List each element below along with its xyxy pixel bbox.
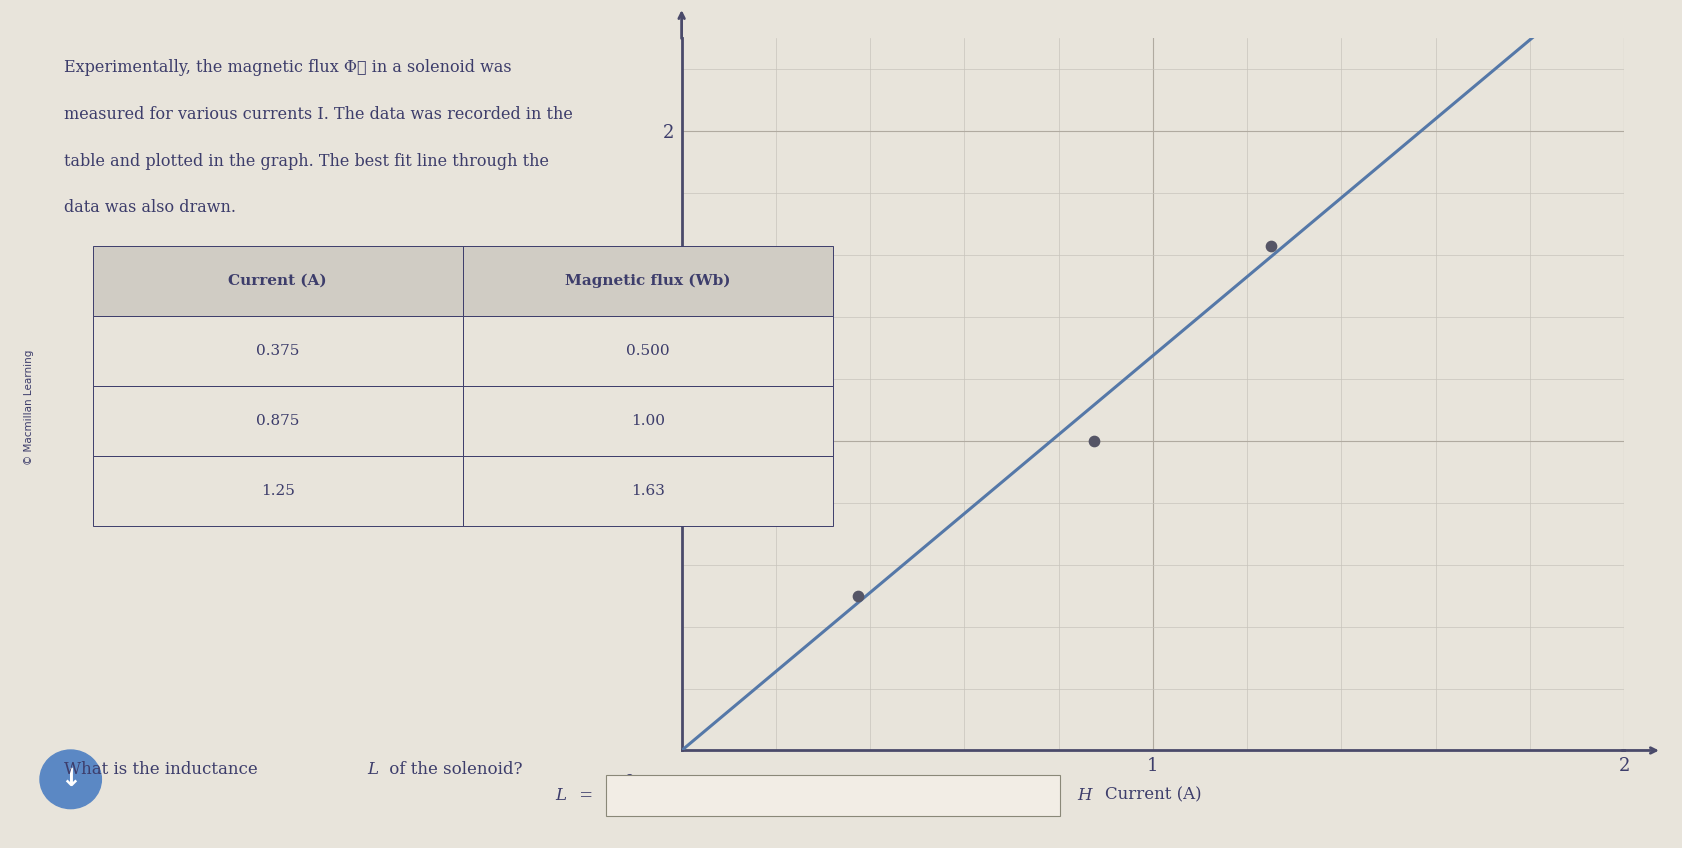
Text: 1.00: 1.00: [631, 414, 664, 428]
Text: 1.25: 1.25: [261, 483, 294, 498]
Circle shape: [40, 750, 101, 809]
Point: [844, 589, 871, 602]
Text: Experimentally, the magnetic flux Φ၂ in a solenoid was: Experimentally, the magnetic flux Φ၂ in …: [64, 59, 511, 76]
Text: measured for various currents I. The data was recorded in the: measured for various currents I. The dat…: [64, 106, 572, 123]
Text: L: L: [555, 787, 567, 804]
Point: [1080, 434, 1107, 448]
Text: =: =: [574, 787, 592, 804]
Text: © Macmillan Learning: © Macmillan Learning: [24, 349, 34, 465]
Text: 0.875: 0.875: [256, 414, 299, 428]
Text: 0.500: 0.500: [626, 343, 669, 358]
Text: 0.375: 0.375: [256, 343, 299, 358]
Text: What is the inductance: What is the inductance: [64, 762, 262, 778]
Text: data was also drawn.: data was also drawn.: [64, 199, 235, 216]
Text: 1.63: 1.63: [631, 483, 664, 498]
X-axis label: Current (A): Current (A): [1103, 787, 1201, 804]
Text: Magnetic flux (Wb): Magnetic flux (Wb): [565, 274, 730, 288]
Text: table and plotted in the graph. The best fit line through the: table and plotted in the graph. The best…: [64, 153, 548, 170]
Text: 0: 0: [624, 773, 636, 791]
Text: ↓: ↓: [61, 767, 81, 791]
Text: H: H: [1076, 787, 1092, 804]
Y-axis label: Magnetic flux (Wb): Magnetic flux (Wb): [632, 313, 649, 476]
Text: Current (A): Current (A): [229, 274, 326, 288]
Text: L: L: [367, 762, 378, 778]
Text: of the solenoid?: of the solenoid?: [383, 762, 521, 778]
Point: [1256, 239, 1283, 253]
